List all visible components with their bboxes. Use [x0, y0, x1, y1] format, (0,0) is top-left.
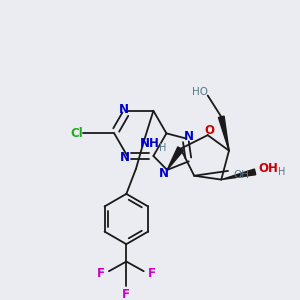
Polygon shape [218, 116, 229, 151]
Text: NH: NH [140, 137, 160, 150]
Text: N: N [159, 167, 169, 180]
Text: OH: OH [259, 161, 279, 175]
Text: HO: HO [192, 87, 208, 97]
Text: F: F [147, 267, 155, 280]
Polygon shape [167, 147, 184, 170]
Text: O: O [205, 124, 215, 137]
Text: H: H [278, 167, 286, 177]
Text: H: H [159, 142, 167, 152]
Text: N: N [118, 103, 128, 116]
Text: N: N [184, 130, 194, 143]
Polygon shape [221, 169, 256, 180]
Text: F: F [97, 267, 105, 280]
Text: Cl: Cl [70, 127, 83, 140]
Text: OH: OH [234, 170, 250, 180]
Text: F: F [122, 288, 130, 300]
Text: N: N [120, 152, 130, 164]
